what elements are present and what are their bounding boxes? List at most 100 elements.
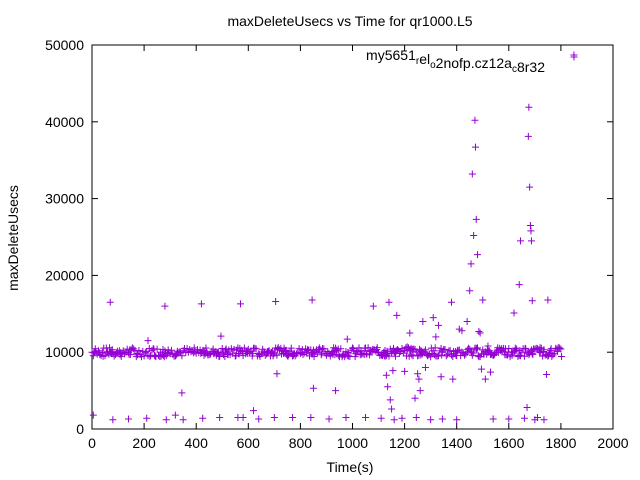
data-point [479, 296, 487, 304]
data-point [518, 348, 526, 356]
data-point [386, 396, 394, 404]
data-point [526, 221, 534, 229]
data-point [106, 298, 114, 306]
data-point [249, 349, 257, 357]
data-point [331, 351, 339, 359]
data-point [143, 414, 151, 422]
data-point [320, 345, 328, 353]
data-point [315, 344, 323, 352]
data-point [528, 350, 536, 358]
data-point [406, 329, 414, 337]
data-point [197, 300, 205, 308]
data-point [489, 415, 497, 423]
legend: my5651relo2nofp.cz12ac8r32 [366, 47, 578, 75]
data-point [89, 411, 97, 419]
data-point [388, 405, 396, 413]
data-point [411, 394, 419, 402]
data-point [178, 389, 186, 397]
data-point [557, 345, 565, 353]
data-point [528, 297, 536, 305]
x-tick-label: 1000 [337, 435, 368, 451]
data-point [442, 352, 450, 360]
data-point [434, 352, 442, 360]
data-point [466, 287, 474, 295]
data-point [520, 414, 528, 422]
legend-label: my5651relo2nofp.cz12ac8r32 [366, 47, 545, 75]
data-point [515, 281, 523, 289]
data-point [270, 350, 278, 358]
chart-title: maxDeleteUsecs vs Time for qr1000.L5 [227, 13, 472, 29]
data-point [161, 302, 169, 310]
data-point [337, 345, 345, 353]
data-point [432, 333, 440, 341]
data-point [524, 132, 532, 140]
data-point [332, 387, 340, 395]
data-point [505, 415, 513, 423]
data-point [124, 415, 132, 423]
data-point [437, 373, 445, 381]
data-point [178, 352, 186, 360]
data-point [362, 413, 370, 421]
data-point [270, 413, 278, 421]
data-point [525, 103, 533, 111]
y-tick-label: 20000 [45, 267, 84, 283]
data-point [549, 351, 557, 359]
x-tick-label: 1200 [389, 435, 420, 451]
data-point [526, 183, 534, 191]
data-point [240, 344, 248, 352]
data-point [342, 413, 350, 421]
data-point [543, 370, 551, 378]
data-point [109, 416, 117, 424]
data-point [239, 413, 247, 421]
data-point [446, 347, 454, 355]
data-point [202, 344, 210, 352]
data-point [146, 353, 154, 361]
data-point [471, 116, 479, 124]
data-point [487, 368, 495, 376]
data-point [431, 344, 439, 352]
data-point [438, 415, 446, 423]
y-tick-label: 40000 [45, 114, 84, 130]
data-point [179, 416, 187, 424]
data-point [384, 383, 392, 391]
data-point [421, 364, 429, 372]
data-point [273, 351, 281, 359]
data-point [393, 311, 401, 319]
data-point [382, 371, 390, 379]
data-point [513, 345, 521, 353]
data-point [533, 413, 541, 421]
data-point [511, 344, 519, 352]
y-axis-label: maxDeleteUsecs [5, 185, 21, 291]
data-point [282, 346, 290, 354]
data-point [272, 298, 280, 306]
data-point [449, 375, 457, 383]
data-point [438, 351, 446, 359]
data-point [517, 237, 525, 245]
data-point [427, 416, 435, 424]
data-point [273, 370, 281, 378]
x-axis: 0 200 400 600 800 1000 1200 1400 1600 1800 2000 [88, 45, 629, 451]
data-point [126, 350, 134, 358]
data-point [317, 351, 325, 359]
data-point [510, 309, 518, 317]
data-point [472, 215, 480, 223]
data-point [325, 415, 333, 423]
data-point [444, 350, 452, 358]
data-point [449, 353, 457, 361]
data-point [474, 344, 482, 352]
data-point [250, 407, 258, 415]
data-point [135, 346, 143, 354]
data-point [95, 347, 103, 355]
data-point [470, 231, 478, 239]
y-axis: 0 10000 20000 30000 40000 50000 [45, 37, 613, 437]
data-point [458, 327, 466, 335]
data-point [427, 353, 435, 361]
data-point [453, 416, 461, 424]
data-point [434, 321, 442, 329]
data-point [415, 375, 423, 383]
data-points [88, 51, 578, 424]
x-tick-label: 1400 [441, 435, 472, 451]
data-point [144, 337, 152, 345]
data-point [252, 345, 260, 353]
